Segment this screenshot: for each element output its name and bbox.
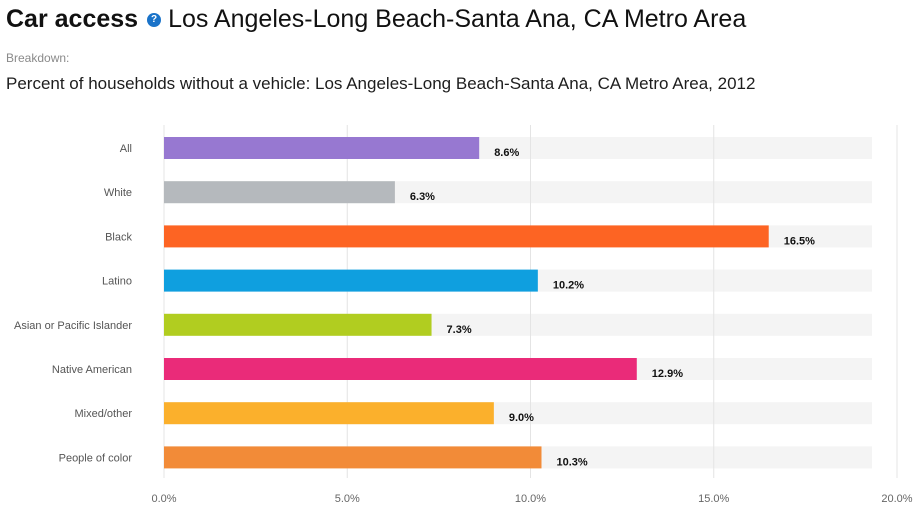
- breakdown-label: Breakdown:: [6, 51, 70, 65]
- category-label: Native American: [52, 364, 132, 376]
- chart-subtitle: Percent of households without a vehicle:…: [6, 74, 756, 93]
- x-tick-label: 20.0%: [881, 493, 912, 505]
- bar: [164, 358, 637, 380]
- chart-title: Car access ? Los Angeles-Long Beach-Sant…: [6, 5, 746, 34]
- value-label: 16.5%: [784, 235, 815, 247]
- category-label: Asian or Pacific Islander: [14, 320, 132, 332]
- category-label: People of color: [59, 452, 133, 464]
- category-label: White: [104, 187, 132, 199]
- value-label: 10.3%: [556, 456, 587, 468]
- region-title: Los Angeles-Long Beach-Santa Ana, CA Met…: [168, 5, 747, 33]
- x-tick-label: 0.0%: [151, 493, 176, 505]
- category-label: Mixed/other: [75, 408, 133, 420]
- bar: [164, 402, 494, 425]
- x-tick-label: 10.0%: [515, 493, 546, 505]
- category-label: Latino: [102, 276, 132, 288]
- value-label: 8.6%: [494, 147, 519, 159]
- help-icon[interactable]: ?: [147, 12, 162, 27]
- bar: [164, 269, 538, 292]
- value-label: 9.0%: [509, 412, 534, 424]
- bar: [164, 137, 480, 159]
- value-label: 7.3%: [447, 324, 472, 336]
- bar: [164, 313, 432, 336]
- bar: [164, 446, 542, 469]
- value-label: 12.9%: [652, 368, 683, 380]
- category-label: All: [120, 143, 132, 155]
- value-label: 10.2%: [553, 280, 584, 292]
- bar: [164, 225, 769, 248]
- x-tick-label: 15.0%: [698, 493, 729, 505]
- category-label: Black: [105, 231, 132, 243]
- x-tick-label: 5.0%: [335, 493, 360, 505]
- indicator-title: Car access: [6, 5, 139, 33]
- value-label: 6.3%: [410, 191, 435, 203]
- bar: [164, 181, 395, 204]
